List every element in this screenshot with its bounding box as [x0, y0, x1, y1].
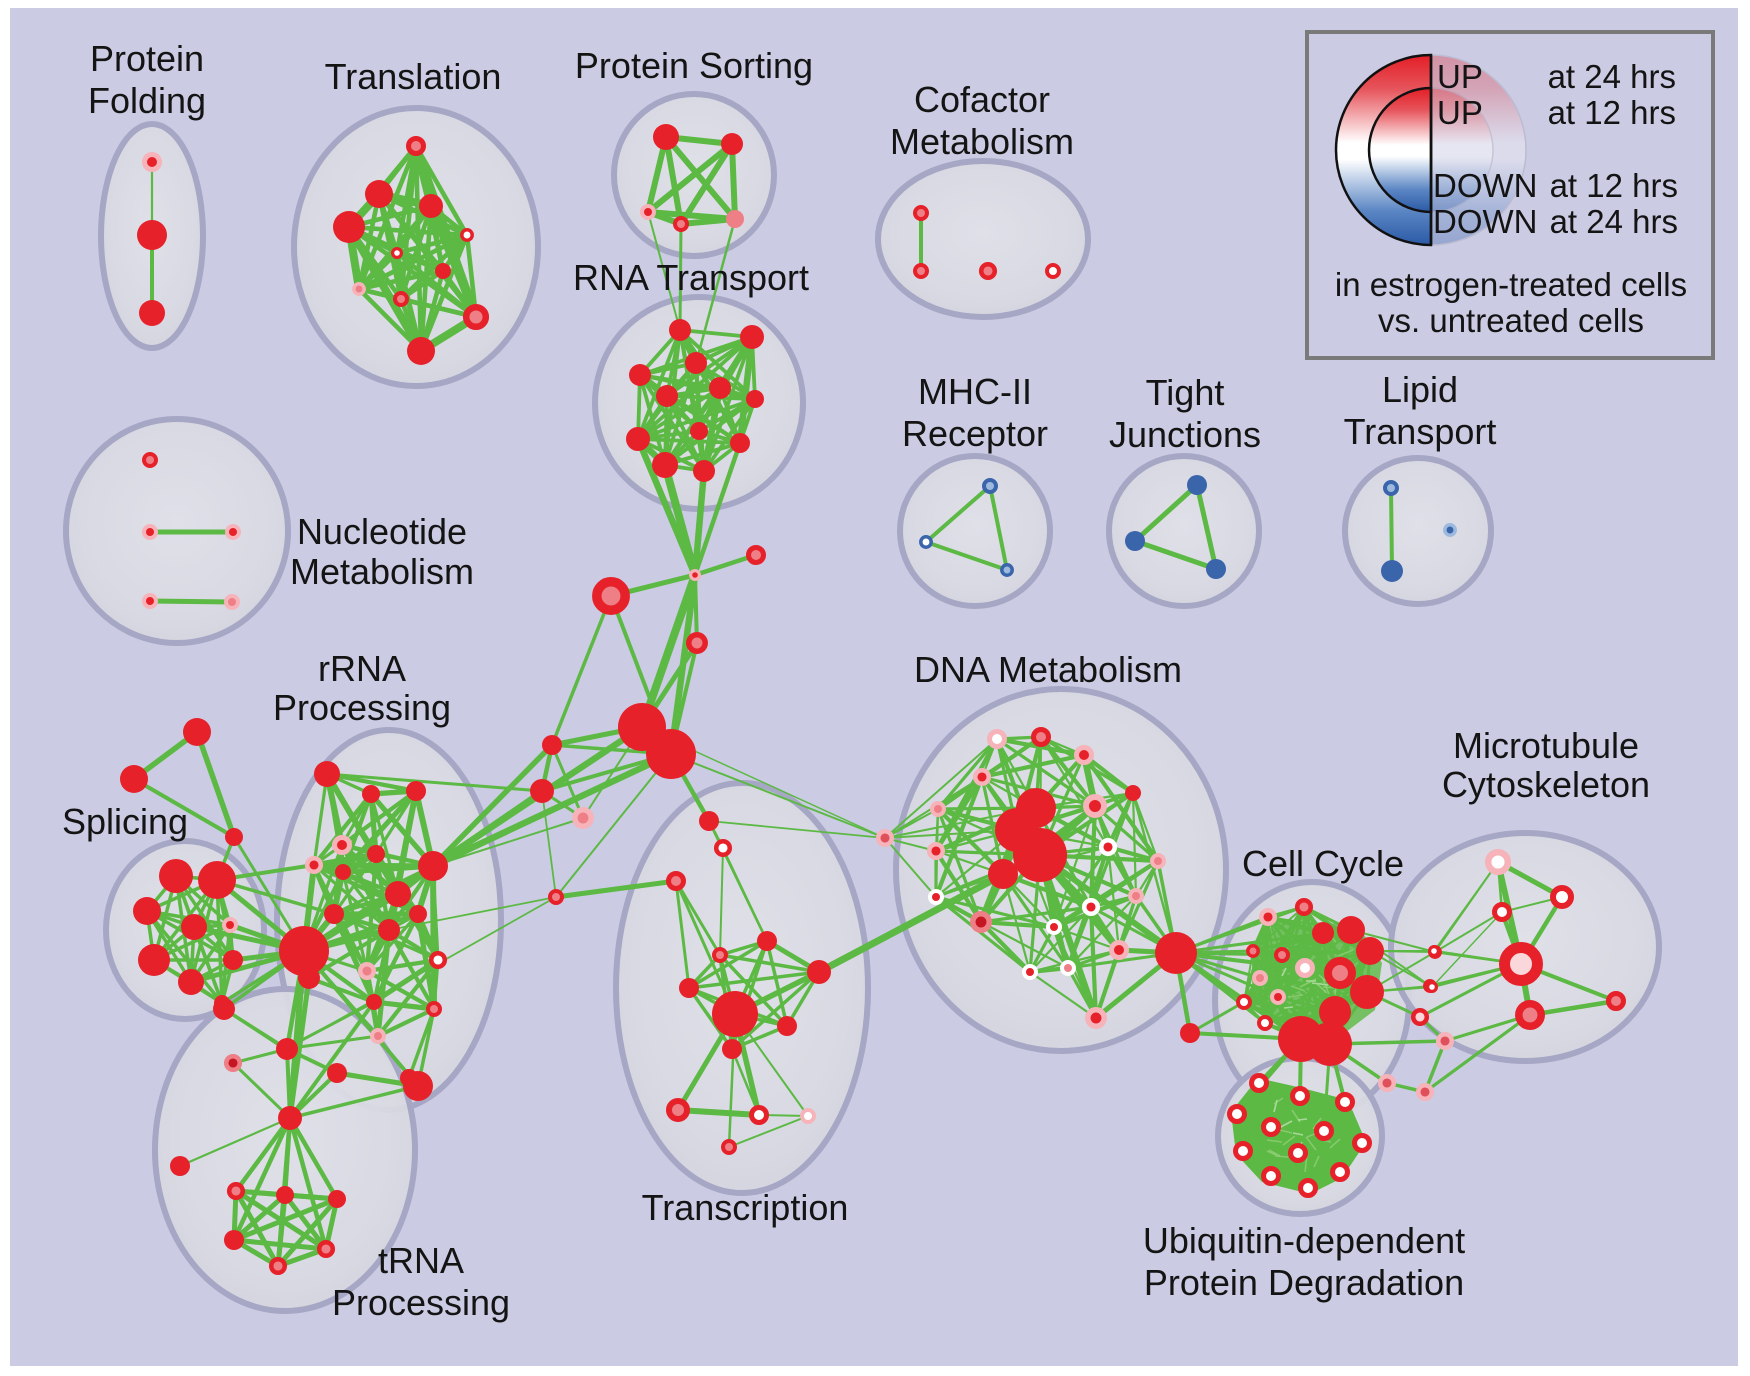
svg-text:Processing: Processing [273, 687, 451, 728]
svg-text:RNA Transport: RNA Transport [573, 257, 809, 298]
svg-text:DNA Metabolism: DNA Metabolism [914, 649, 1182, 690]
svg-text:tRNA: tRNA [378, 1240, 464, 1281]
svg-text:Protein: Protein [90, 38, 204, 79]
svg-text:Cofactor: Cofactor [914, 79, 1050, 120]
svg-text:Translation: Translation [325, 56, 502, 97]
svg-text:Tight: Tight [1146, 372, 1225, 413]
svg-text:Splicing: Splicing [62, 801, 188, 842]
svg-text:Cell Cycle: Cell Cycle [1242, 843, 1404, 884]
svg-text:MHC-II: MHC-II [918, 371, 1032, 412]
svg-text:at 24 hrs: at 24 hrs [1548, 58, 1676, 95]
svg-text:Metabolism: Metabolism [290, 551, 474, 592]
svg-text:DOWN: DOWN [1433, 203, 1537, 240]
svg-text:Protein Degradation: Protein Degradation [1144, 1262, 1464, 1303]
svg-text:UP: UP [1437, 94, 1483, 131]
svg-text:Junctions: Junctions [1109, 414, 1261, 455]
svg-text:Transport: Transport [1344, 411, 1497, 452]
svg-text:Lipid: Lipid [1382, 369, 1458, 410]
svg-text:Folding: Folding [88, 80, 206, 121]
svg-text:Ubiquitin-dependent: Ubiquitin-dependent [1143, 1220, 1465, 1261]
svg-text:Processing: Processing [332, 1282, 510, 1323]
svg-text:Metabolism: Metabolism [890, 121, 1074, 162]
svg-text:at 12 hrs: at 12 hrs [1550, 167, 1678, 204]
svg-text:at 12 hrs: at 12 hrs [1548, 94, 1676, 131]
svg-text:Microtubule: Microtubule [1453, 725, 1639, 766]
svg-text:Cytoskeleton: Cytoskeleton [1442, 764, 1650, 805]
svg-text:rRNA: rRNA [318, 648, 406, 689]
svg-text:Receptor: Receptor [902, 413, 1048, 454]
svg-text:Protein Sorting: Protein Sorting [575, 45, 813, 86]
svg-text:in estrogen-treated cells: in estrogen-treated cells [1335, 266, 1687, 303]
svg-text:Transcription: Transcription [642, 1187, 849, 1228]
svg-text:Nucleotide: Nucleotide [297, 511, 467, 552]
svg-text:vs. untreated cells: vs. untreated cells [1378, 302, 1644, 339]
svg-text:DOWN: DOWN [1433, 167, 1537, 204]
svg-text:at 24 hrs: at 24 hrs [1550, 203, 1678, 240]
svg-text:UP: UP [1437, 58, 1483, 95]
